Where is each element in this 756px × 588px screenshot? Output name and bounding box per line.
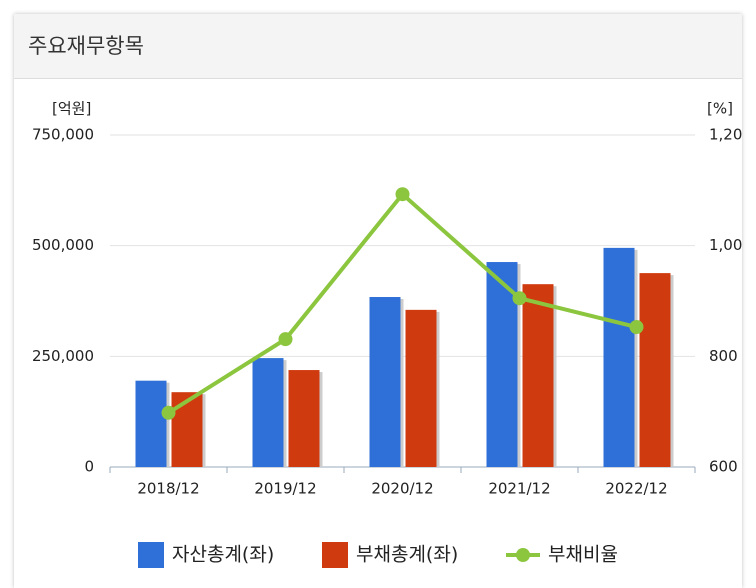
bar [405, 309, 437, 467]
y-tick-label: 500,000 [32, 236, 94, 254]
card: 주요재무항목 [억원] [%] 0 250,000 500,000 750,000 600 8… [14, 14, 742, 588]
y2-tick-label: 1,200 [709, 126, 742, 144]
y2-tick-label: 600 [709, 458, 738, 476]
bar [486, 262, 518, 467]
x-tick-label: 2019/12 [254, 480, 316, 498]
chart: [억원] [%] 0 250,000 500,000 750,000 600 800 1,000… [32, 100, 742, 568]
legend-dot [516, 548, 530, 562]
line-point [161, 405, 176, 420]
legend-swatch [322, 542, 348, 568]
bar [288, 370, 320, 467]
y2-unit: [%] [707, 100, 733, 118]
bar [603, 247, 635, 467]
x-tick-label: 2022/12 [605, 480, 667, 498]
line-point [395, 187, 410, 202]
x-tick-label: 2020/12 [371, 480, 433, 498]
card-title: 주요재무항목 [14, 14, 742, 79]
y-tick-label: 750,000 [32, 126, 94, 144]
legend-swatch [138, 542, 164, 568]
line-point [278, 332, 293, 347]
bar [252, 358, 284, 467]
y2-tick-label: 800 [709, 347, 738, 365]
y2-tick-label: 1,000 [709, 236, 742, 254]
bar [369, 297, 401, 467]
bar [639, 273, 671, 467]
x-tick-label: 2021/12 [488, 480, 550, 498]
y-tick-label: 250,000 [32, 347, 94, 365]
x-tick-label: 2018/12 [137, 480, 199, 498]
legend-label: 부채비율 [548, 544, 618, 566]
bar [135, 380, 167, 467]
bar [522, 284, 554, 467]
line-point [629, 320, 644, 335]
line-point [512, 291, 527, 306]
y-unit: [억원] [52, 100, 91, 118]
bar [171, 392, 203, 467]
y-tick-label: 0 [84, 458, 94, 476]
legend-label: 자산총계(좌) [172, 544, 274, 566]
legend-label: 부채총계(좌) [356, 544, 458, 566]
